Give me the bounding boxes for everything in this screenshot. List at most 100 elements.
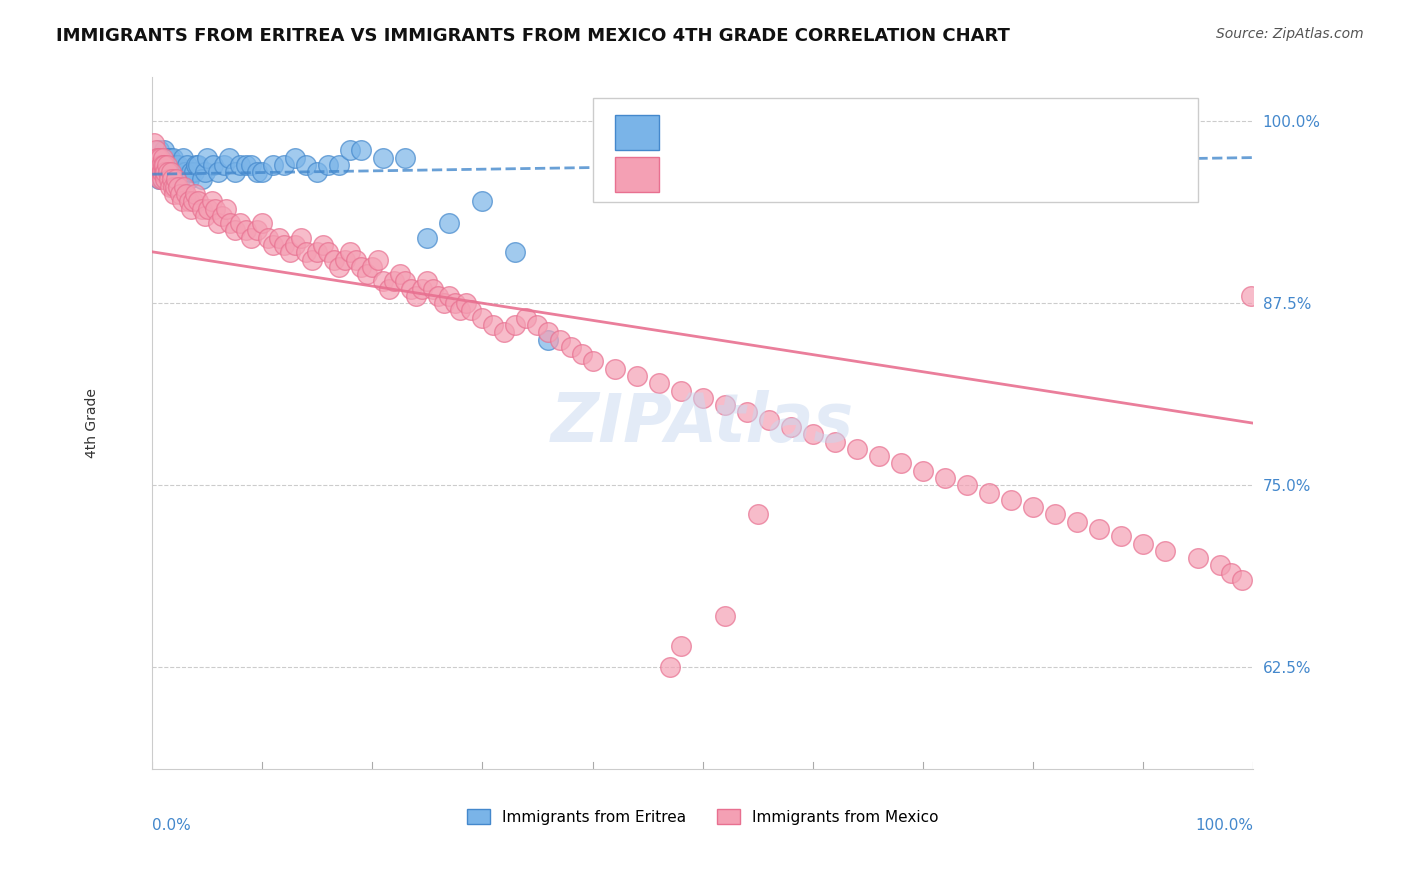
- Point: [278, 245, 301, 260]
- Point: [779, 420, 801, 434]
- Point: [758, 413, 780, 427]
- Legend: Immigrants from Eritrea, Immigrants from Mexico: Immigrants from Eritrea, Immigrants from…: [461, 803, 945, 830]
- Point: [145, 143, 167, 157]
- Point: [146, 158, 169, 172]
- Point: [252, 216, 274, 230]
- Point: [350, 260, 373, 274]
- Point: [307, 165, 329, 179]
- Point: [1230, 573, 1253, 587]
- Point: [180, 165, 202, 179]
- Point: [537, 326, 560, 340]
- Text: R = -0.336    N = 138: R = -0.336 N = 138: [658, 165, 853, 183]
- Point: [378, 282, 401, 296]
- Point: [471, 310, 494, 325]
- Point: [156, 165, 179, 179]
- Point: [159, 151, 181, 165]
- Point: [1240, 289, 1263, 303]
- Point: [180, 202, 202, 216]
- Point: [647, 376, 669, 391]
- Point: [571, 347, 593, 361]
- Point: [207, 165, 229, 179]
- Point: [801, 427, 824, 442]
- Point: [148, 143, 170, 157]
- Point: [658, 660, 681, 674]
- Point: [149, 158, 172, 172]
- Point: [290, 230, 312, 244]
- Point: [143, 136, 166, 150]
- Point: [162, 179, 184, 194]
- Point: [692, 391, 714, 405]
- Point: [169, 186, 191, 201]
- FancyBboxPatch shape: [614, 157, 658, 192]
- Point: [1209, 558, 1232, 573]
- Text: ZIPAtlas: ZIPAtlas: [551, 391, 855, 457]
- Point: [170, 165, 193, 179]
- Point: [176, 186, 198, 201]
- Text: 100.0%: 100.0%: [1195, 818, 1253, 833]
- Point: [201, 158, 224, 172]
- Point: [150, 165, 173, 179]
- Point: [176, 158, 198, 172]
- Point: [153, 165, 176, 179]
- Point: [160, 165, 183, 179]
- Point: [240, 230, 263, 244]
- Point: [494, 326, 516, 340]
- Point: [181, 194, 204, 209]
- Point: [149, 151, 172, 165]
- Point: [160, 172, 183, 186]
- Point: [373, 151, 395, 165]
- Point: [411, 282, 433, 296]
- Point: [454, 296, 477, 310]
- Point: [186, 158, 208, 172]
- Point: [361, 260, 384, 274]
- Point: [152, 151, 174, 165]
- Point: [246, 165, 269, 179]
- Point: [367, 252, 389, 267]
- Point: [174, 165, 197, 179]
- Point: [150, 151, 173, 165]
- Point: [153, 158, 176, 172]
- Point: [224, 165, 246, 179]
- Point: [1088, 522, 1111, 536]
- Point: [471, 194, 494, 209]
- Point: [218, 151, 240, 165]
- Point: [433, 296, 456, 310]
- Point: [322, 252, 344, 267]
- Point: [252, 165, 274, 179]
- Point: [449, 303, 471, 318]
- Point: [394, 151, 416, 165]
- Point: [603, 361, 626, 376]
- Point: [934, 471, 956, 485]
- Point: [219, 216, 242, 230]
- Point: [204, 202, 226, 216]
- Point: [160, 158, 183, 172]
- Point: [170, 194, 193, 209]
- Point: [394, 274, 416, 288]
- Point: [1109, 529, 1132, 543]
- Point: [163, 186, 186, 201]
- Point: [1187, 551, 1209, 566]
- Point: [405, 289, 427, 303]
- Point: [460, 303, 482, 318]
- Point: [1022, 500, 1045, 515]
- Point: [153, 143, 176, 157]
- Point: [246, 223, 269, 237]
- Point: [184, 186, 207, 201]
- Point: [153, 165, 176, 179]
- Point: [155, 172, 177, 186]
- Point: [1043, 508, 1066, 522]
- Point: [312, 238, 335, 252]
- Point: [240, 158, 263, 172]
- Point: [427, 289, 450, 303]
- Point: [150, 158, 173, 172]
- Point: [444, 296, 467, 310]
- Point: [162, 151, 184, 165]
- Point: [155, 165, 177, 179]
- Text: Source: ZipAtlas.com: Source: ZipAtlas.com: [1216, 27, 1364, 41]
- Point: [169, 172, 191, 186]
- Point: [150, 172, 173, 186]
- Point: [156, 165, 179, 179]
- Point: [177, 194, 200, 209]
- Point: [399, 282, 422, 296]
- Point: [165, 165, 187, 179]
